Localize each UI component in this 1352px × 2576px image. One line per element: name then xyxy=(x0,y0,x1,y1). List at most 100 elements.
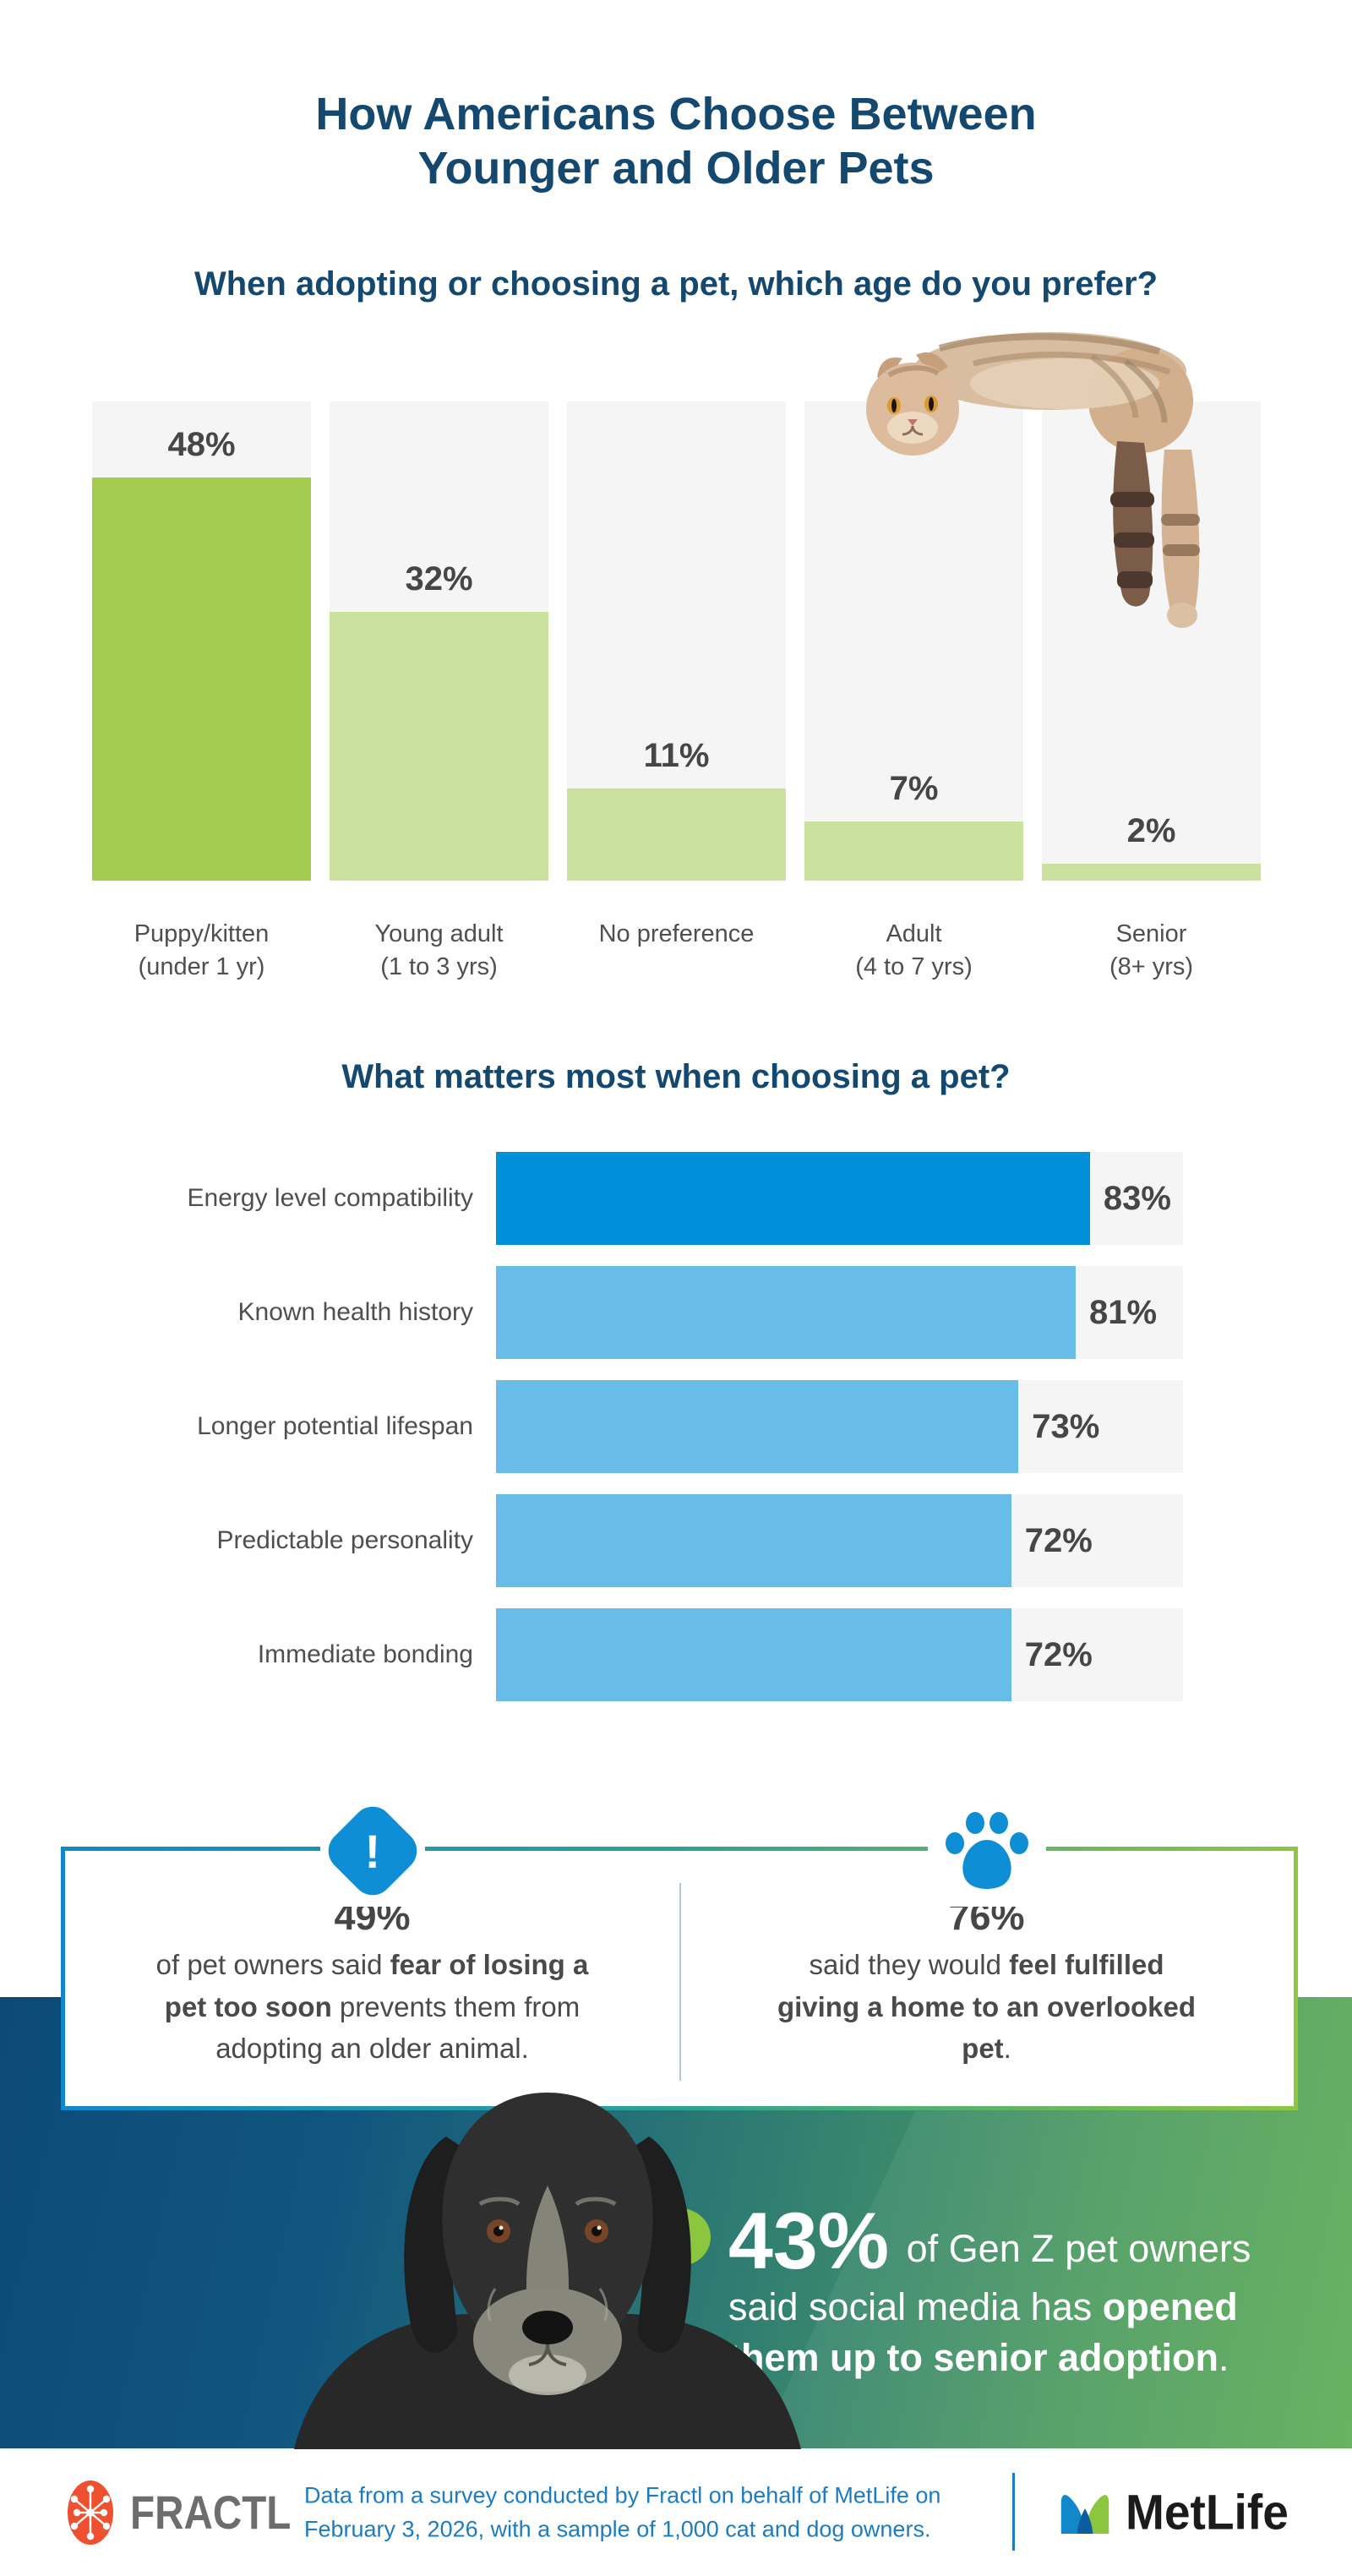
bar-category-label: Known health history xyxy=(237,1298,474,1326)
bar-row: Immediate bonding 72% xyxy=(76,1608,1276,1701)
alert-icon-wrap: ! xyxy=(319,1795,425,1907)
fractl-wordmark: FRACTL xyxy=(130,2486,292,2539)
bar-category-label: Immediate bonding xyxy=(257,1640,473,1668)
bar-fill xyxy=(92,477,311,881)
bar-category-label: Adult (4 to 7 yrs) xyxy=(855,918,973,984)
bar-value-label: 7% xyxy=(889,770,939,808)
priorities-chart-heading: What matters most when choosing a pet? xyxy=(341,1058,1011,1095)
bar-track: 73% xyxy=(496,1380,1183,1473)
bar-value-label: 73% xyxy=(1032,1407,1100,1445)
hero-fact-body: of Gen Z pet owners said social media ha… xyxy=(728,2227,1251,2379)
bar-category-label: Senior (8+ yrs) xyxy=(1109,918,1193,984)
bar-row: Longer potential lifespan 73% xyxy=(76,1380,1276,1473)
alert-diamond-icon: ! xyxy=(319,1798,425,1904)
bar-track: 32% xyxy=(330,401,548,881)
senior-dog-photo xyxy=(294,2093,801,2449)
bar-value-label: 48% xyxy=(167,425,236,463)
bar-track: 2% xyxy=(1042,401,1261,881)
bar-category-label: No preference xyxy=(599,918,755,951)
lying-cat-photo xyxy=(866,332,1200,628)
bar-value-label: 83% xyxy=(1103,1179,1171,1217)
bar-row: Known health history 81% xyxy=(76,1266,1276,1359)
text-segment: said they would xyxy=(809,1949,1010,1980)
text-segment: fear of losing a pet too soon xyxy=(164,1949,589,2022)
bar-row: Predictable personality 72% xyxy=(76,1494,1276,1587)
callout-right-body: said they would feel fulfilled giving a … xyxy=(771,1944,1202,2070)
category-line: Senior xyxy=(1115,920,1187,947)
bar-column: 48% Puppy/kitten (under 1 yr) xyxy=(92,401,311,984)
category-line: (4 to 7 yrs) xyxy=(855,953,973,981)
bar-value-label: 32% xyxy=(405,559,473,598)
bar-fill xyxy=(496,1608,1011,1701)
fractl-logo: FRACTL xyxy=(66,2479,319,2546)
bar-track: 7% xyxy=(804,401,1023,881)
text-segment: . xyxy=(1218,2336,1229,2380)
footer-divider xyxy=(1012,2473,1015,2551)
bar-fill xyxy=(567,788,786,881)
metlife-m-icon xyxy=(1060,2495,1109,2534)
category-line: (8+ yrs) xyxy=(1109,953,1194,981)
bar-track: 83% xyxy=(496,1152,1183,1245)
bar-value-label: 81% xyxy=(1088,1293,1158,1331)
category-line: Young adult xyxy=(374,920,504,947)
category-line: Adult xyxy=(886,920,942,947)
metlife-logo: MetLife xyxy=(1055,2484,1297,2541)
page-title-line1: How Americans Choose Between xyxy=(315,89,1037,139)
stats-callout-card: ! 49% of pet owners said fear of losing … xyxy=(61,1795,1298,2110)
category-line: No preference xyxy=(598,920,755,947)
bar-column: 2% Senior (8+ yrs) xyxy=(1042,401,1261,984)
callout-left: 49% of pet owners said fear of losing a … xyxy=(65,1851,679,2106)
survey-note: Data from a survey conducted by Fractl o… xyxy=(304,2478,940,2546)
fractl-burst-icon xyxy=(68,2480,113,2545)
text-segment: . xyxy=(1003,2033,1011,2064)
bar-fill xyxy=(496,1494,1011,1587)
paw-icon xyxy=(945,1812,1028,1889)
text-segment: of pet owners said xyxy=(155,1949,390,1980)
age-chart-heading: When adopting or choosing a pet, which a… xyxy=(194,265,1158,303)
page-title-line2: Younger and Older Pets xyxy=(417,142,935,194)
exclamation-glyph: ! xyxy=(364,1824,380,1878)
category-line: Puppy/kitten xyxy=(134,920,270,947)
bar-fill xyxy=(496,1266,1076,1359)
hero-stat: 43% xyxy=(728,2197,890,2286)
survey-note-line2: February 3, 2026, with a sample of 1,000… xyxy=(304,2516,931,2542)
bar-value-label: 11% xyxy=(643,736,710,774)
text-segment: opened them up to senior adoption xyxy=(728,2285,1238,2380)
survey-note-line1: Data from a survey conducted by Fractl o… xyxy=(304,2482,941,2508)
bar-value-label: 72% xyxy=(1024,1521,1093,1559)
bar-category-label: Puppy/kitten (under 1 yr) xyxy=(134,918,270,984)
bar-row: Energy level compatibility 83% xyxy=(76,1152,1276,1245)
bar-column: 32% Young adult (1 to 3 yrs) xyxy=(330,401,548,984)
bar-fill xyxy=(804,821,1023,881)
metlife-wordmark: MetLife xyxy=(1126,2485,1289,2540)
bar-category-label: Predictable personality xyxy=(216,1526,473,1554)
bar-category-label: Energy level compatibility xyxy=(187,1184,473,1212)
text-segment: of Gen Z pet owners said social media ha… xyxy=(728,2227,1251,2328)
text-segment: prevents them from adopting an older ani… xyxy=(215,1990,581,2065)
callout-left-body: of pet owners said fear of losing a pet … xyxy=(133,1944,613,2070)
bar-fill xyxy=(1042,864,1261,881)
bar-category-label: Longer potential lifespan xyxy=(197,1412,473,1440)
category-line: (1 to 3 yrs) xyxy=(380,953,498,981)
callout-divider xyxy=(679,1883,681,2081)
bar-value-label: 72% xyxy=(1024,1635,1093,1673)
age-preference-bar-chart: 48% Puppy/kitten (under 1 yr) 32% Young adul… xyxy=(92,401,1261,984)
paw-icon-wrap xyxy=(927,1795,1046,1907)
bar-value-label: 2% xyxy=(1126,812,1176,850)
footer: FRACTL Data from a survey conducted by F… xyxy=(0,2448,1352,2576)
text-segment: feel fulfilled giving a home to an overl… xyxy=(777,1949,1197,2064)
category-line: (under 1 yr) xyxy=(138,953,265,981)
priorities-bar-chart: Energy level compatibility 83% Known healt… xyxy=(76,1152,1276,1722)
bar-fill xyxy=(496,1152,1090,1245)
bar-fill xyxy=(330,611,548,881)
bar-category-label: Young adult (1 to 3 yrs) xyxy=(374,918,503,984)
bar-track: 81% xyxy=(496,1266,1183,1359)
bar-fill xyxy=(496,1380,1019,1473)
bar-track: 11% xyxy=(567,401,786,881)
callout-right: 76% said they would feel fulfilled givin… xyxy=(679,1851,1294,2106)
page-title: How Americans Choose Between Younger and… xyxy=(0,88,1352,195)
bar-column: 11% No preference xyxy=(567,401,786,984)
bar-track: 48% xyxy=(92,401,311,881)
bar-track: 72% xyxy=(496,1494,1183,1587)
